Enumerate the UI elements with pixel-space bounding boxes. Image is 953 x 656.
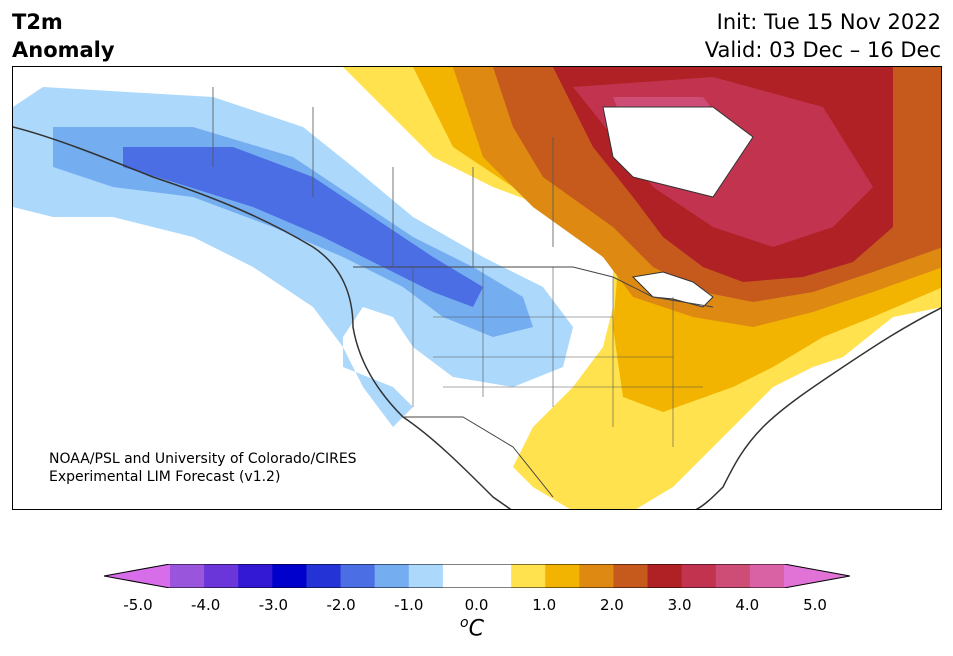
coastline-east [695,307,941,509]
colorbar-bin [749,564,785,588]
colorbar-bin [408,564,444,588]
colorbar-bin [272,564,307,588]
valid-range: Valid: 03 Dec – 16 Dec [704,38,941,62]
colorbar-tick-label: 2.0 [599,596,624,614]
colorbar-bin [238,564,273,588]
colorbar-bin [647,564,683,588]
colorbar-unit: oC [460,615,484,641]
us-mexico-border [403,416,554,498]
colorbar-bin [477,564,512,588]
forecast-dates: Init: Tue 15 Nov 2022 Valid: 03 Dec – 16… [705,8,941,64]
colorbar-tick-label: -3.0 [258,596,289,614]
colorbar-tick-label: 4.0 [735,596,760,614]
colorbar-bin [204,564,239,588]
colorbar-extend-high [784,564,850,588]
credit-line-2: Experimental LIM Forecast (v1.2) [49,469,281,485]
colorbar-bin [715,564,751,588]
colorbar-tick-label: 1.0 [532,596,557,614]
colorbar-tick-label: 5.0 [803,596,827,614]
hudson-bay [602,106,754,198]
colorbar-bin [442,564,478,588]
coastline [13,126,512,509]
colorbar-tick-label: 0.0 [464,596,489,614]
state-borders [412,267,703,447]
colorbar-bin [613,564,649,588]
province-borders [212,87,554,267]
colorbar-bin [579,564,614,588]
colorbar-tick-label: -5.0 [123,596,153,614]
credit-line-1: NOAA/PSL and University of Colorado/CIRE… [49,451,357,467]
colorbar-bin [511,564,546,588]
colorbar-bin [306,564,342,588]
colorbar-bin [681,564,717,588]
colorbar-bin [374,564,410,588]
colorbar [104,564,850,588]
map-title: T2m Anomaly [12,8,115,64]
anomaly-label: Anomaly [12,38,115,62]
colorbar-tick-label: -2.0 [326,596,356,614]
unit-superscript: o [460,615,469,631]
colorbar-ticks: -5.0 -4.0 -3.0 -2.0 -1.0 0.0 1.0 2.0 3.0 4.0 5.0 [0,596,953,616]
colorbar-extend-low [104,564,170,588]
unit-letter: C [468,616,484,642]
credit-text: NOAA/PSL and University of Colorado/CIRE… [49,450,357,486]
colorbar-tick-label: -1.0 [394,596,424,614]
init-date: Init: Tue 15 Nov 2022 [716,10,941,34]
colorbar-tick-label: 3.0 [667,596,692,614]
colorbar-bin [545,564,580,588]
variable-label: T2m [12,10,63,34]
colorbar-tick-label: -4.0 [191,596,221,614]
colorbar-bin [340,564,376,588]
colorbar-bin [170,564,205,588]
map-panel [12,66,942,510]
anomaly-map [13,67,941,509]
